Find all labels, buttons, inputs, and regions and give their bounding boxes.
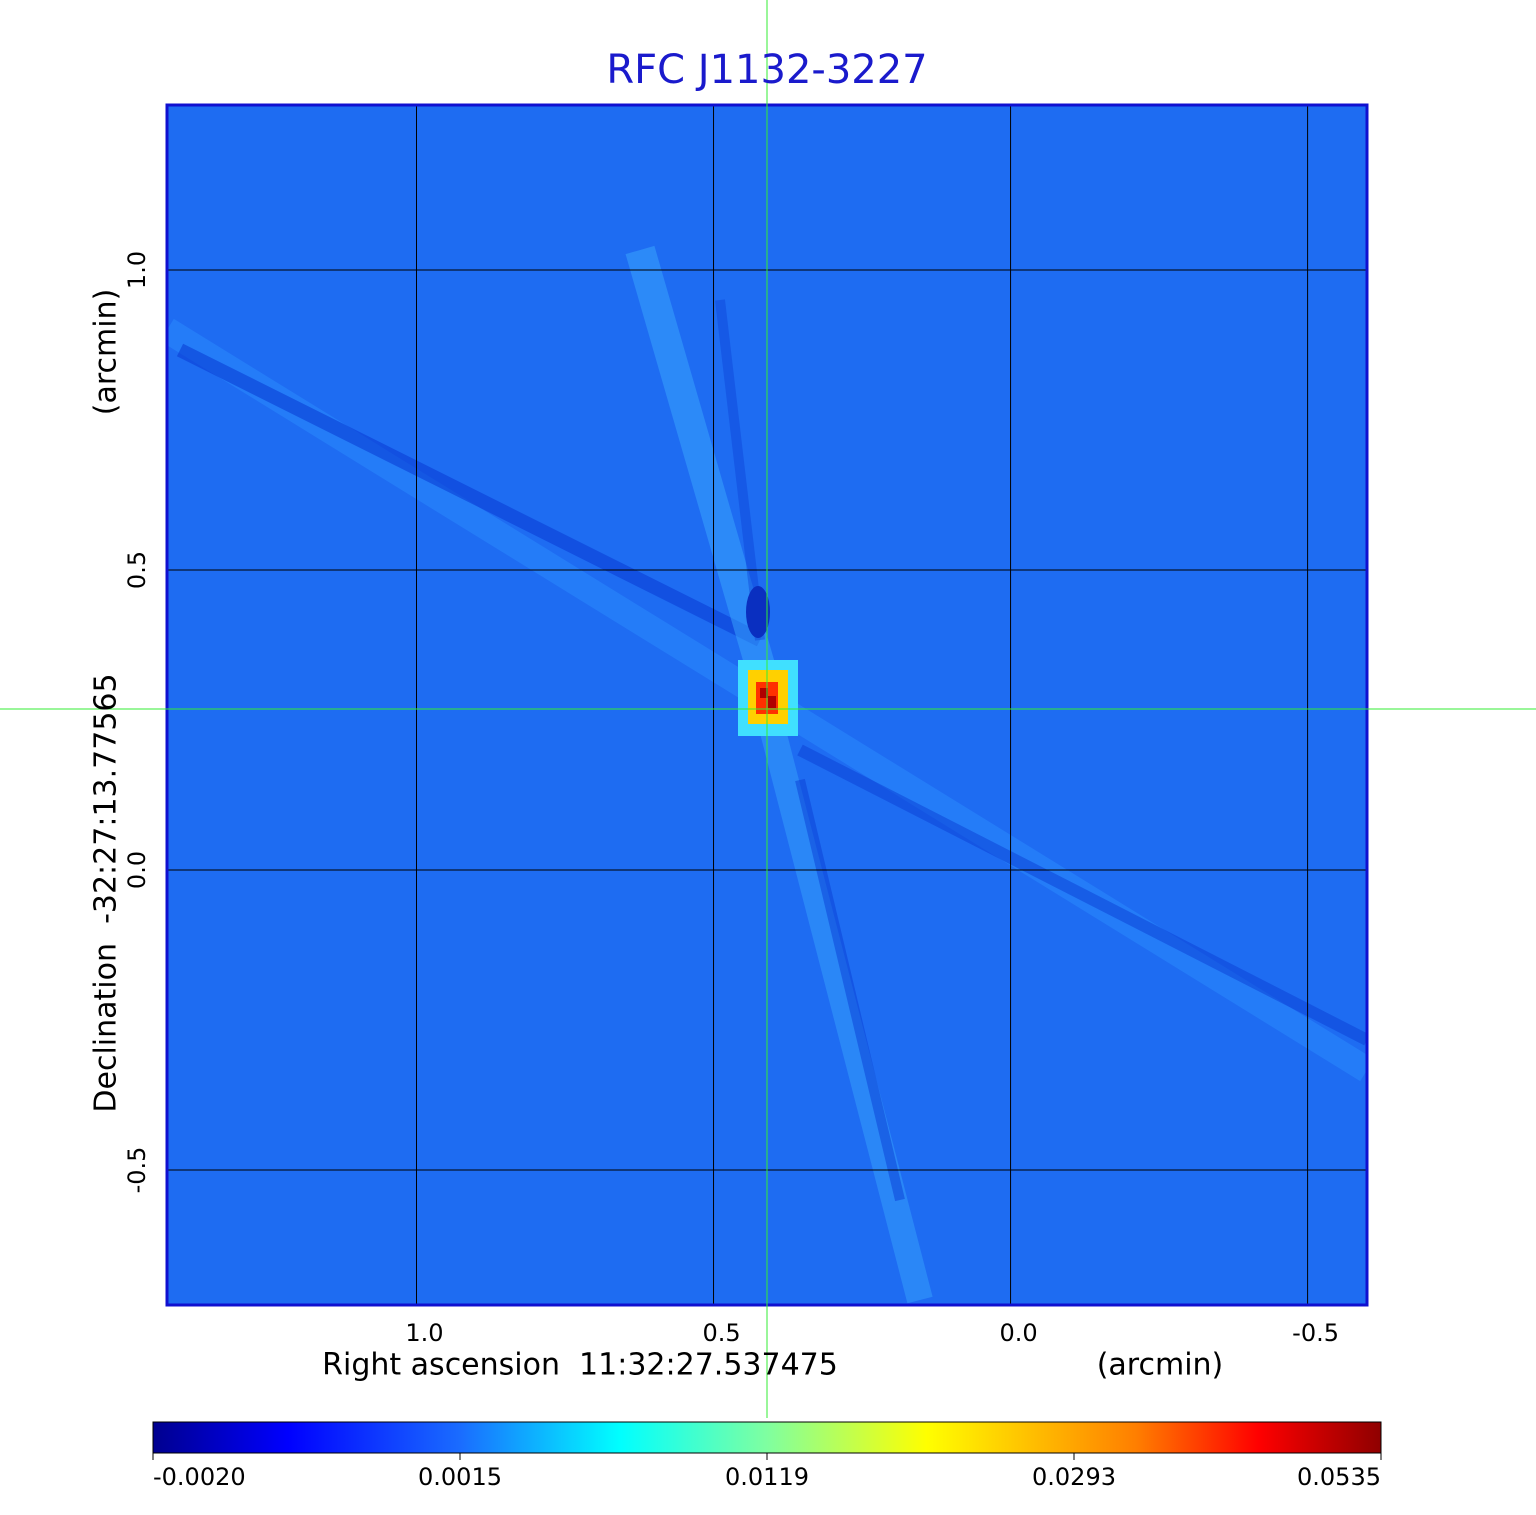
colorbar-tick-label: -0.0020 — [153, 1463, 246, 1491]
colorbar-tick-label: 0.0293 — [1032, 1463, 1116, 1491]
x-tick-label: 0.0 — [999, 1319, 1037, 1347]
chart-title: RFC J1132-3227 — [606, 47, 927, 93]
y-axis-unit: (arcmin) — [89, 289, 124, 416]
y-tick-label: -0.5 — [123, 1147, 151, 1194]
x-axis-label: Right ascension 11:32:27.537475 — [322, 1348, 838, 1383]
colorbar-tick-label: 0.0119 — [725, 1463, 809, 1491]
x-axis-unit: (arcmin) — [1097, 1348, 1224, 1383]
colorbar-tick-label: 0.0535 — [1297, 1463, 1381, 1491]
y-tick-label: 1.0 — [123, 251, 151, 289]
y-axis-label: Declination -32:27:13.77565 — [89, 673, 124, 1112]
x-tick-label: -0.5 — [1292, 1319, 1339, 1347]
colorbar-tick-label: 0.0015 — [418, 1463, 502, 1491]
y-tick-label: 0.5 — [123, 551, 151, 589]
y-tick-label: 0.0 — [123, 851, 151, 889]
x-tick-label: 1.0 — [405, 1319, 443, 1347]
colorbar — [152, 1421, 1382, 1454]
x-tick-label: 0.5 — [702, 1319, 740, 1347]
